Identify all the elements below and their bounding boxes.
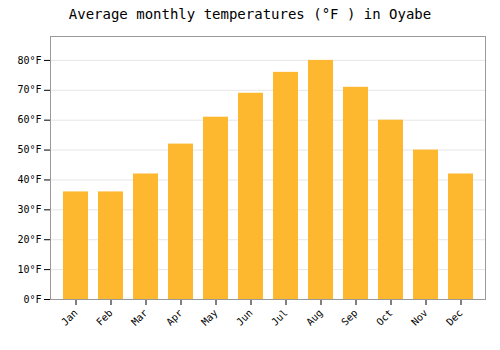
svg-text:Nov: Nov — [409, 307, 430, 328]
svg-text:80°F: 80°F — [17, 55, 41, 66]
svg-text:Jun: Jun — [234, 307, 255, 328]
svg-text:40°F: 40°F — [17, 174, 41, 185]
svg-text:Sep: Sep — [339, 307, 360, 328]
svg-text:60°F: 60°F — [17, 114, 41, 125]
svg-text:Oct: Oct — [374, 307, 395, 328]
svg-text:50°F: 50°F — [17, 144, 41, 155]
svg-text:Jan: Jan — [59, 307, 80, 328]
svg-text:70°F: 70°F — [17, 84, 41, 95]
html-text:Average monthly temperatures (: Average monthly temperatures (°F ) in Oy… — [68, 6, 432, 22]
svg-text:Mar: Mar — [129, 307, 150, 328]
svg-text:0°F: 0°F — [23, 294, 41, 305]
svg-text:Apr: Apr — [164, 307, 185, 328]
svg-text:Jul: Jul — [269, 307, 290, 328]
svg-text:Dec: Dec — [444, 307, 465, 328]
svg-text:May: May — [199, 307, 220, 328]
svg-text:20°F: 20°F — [17, 234, 41, 245]
svg-text:Aug: Aug — [304, 307, 325, 328]
svg-text:10°F: 10°F — [17, 264, 41, 275]
svg-text:30°F: 30°F — [17, 204, 41, 215]
svg-text:Feb: Feb — [94, 307, 115, 328]
